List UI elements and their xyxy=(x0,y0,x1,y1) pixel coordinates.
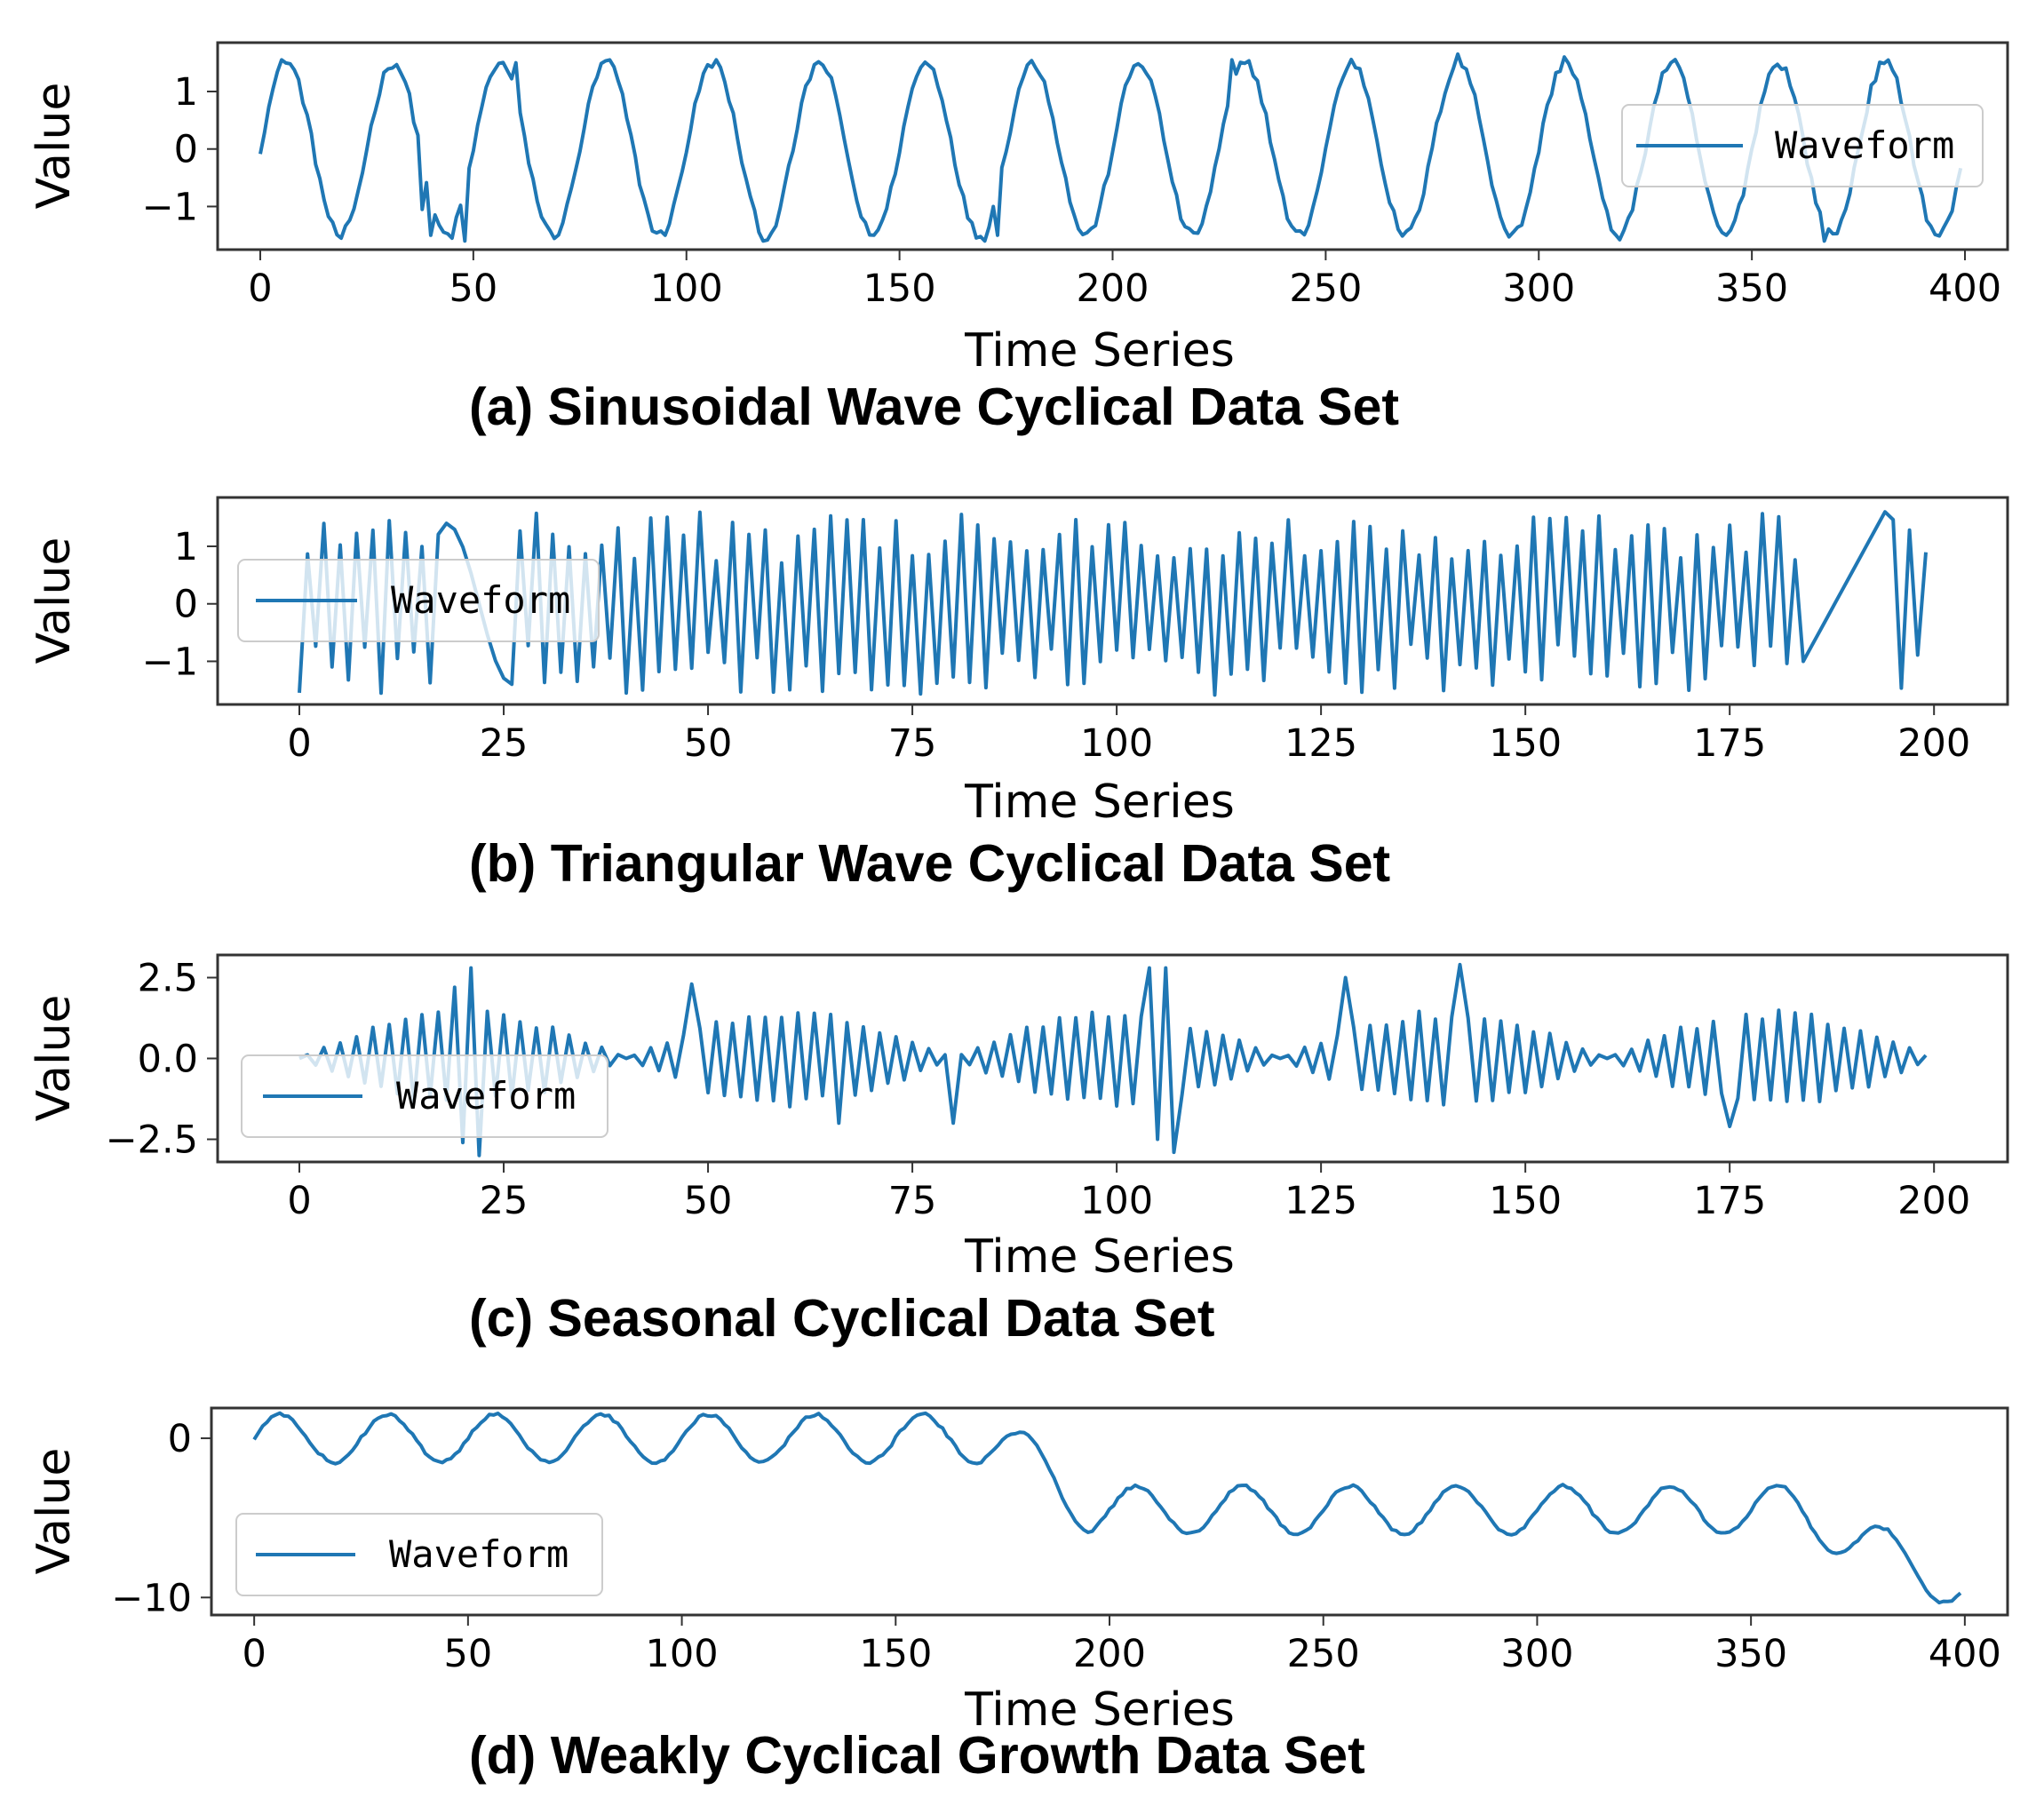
x-tick-label-d-7: 350 xyxy=(1714,1632,1787,1676)
legend-b: Waveform xyxy=(237,559,600,642)
panel-caption-a: (a) Sinusoidal Wave Cyclical Data Set xyxy=(469,378,1399,436)
y-axis-label-c: Value xyxy=(28,995,81,1122)
x-tick-label-d-8: 400 xyxy=(1929,1632,2001,1676)
y-tick-label-c-2: 2.5 xyxy=(138,956,198,1000)
plot-area-b: 0 25 50 75 100 125 150 175 200 −1 0 1 xyxy=(142,510,1970,766)
x-tick-label-b-5: 125 xyxy=(1284,721,1357,766)
legend-label-c: Waveform xyxy=(396,1074,576,1118)
x-tick-label-c-1: 25 xyxy=(480,1179,529,1223)
y-tick-label-a-1: 0 xyxy=(174,128,198,172)
y-tick-label-d-0: −10 xyxy=(111,1576,192,1620)
x-tick-label-d-5: 250 xyxy=(1287,1632,1360,1676)
plot-frame-b xyxy=(216,496,2009,706)
x-tick-label-a-3: 150 xyxy=(863,267,936,311)
y-tick-label-a-0: −1 xyxy=(142,185,198,229)
legend-box-c xyxy=(241,1054,608,1138)
panel-a: 0 50 100 150 200 250 300 350 400 −1 0 1 Value Time … xyxy=(28,41,2009,436)
y-axis-label-b: Value xyxy=(28,537,81,664)
x-tick-label-b-3: 75 xyxy=(888,721,937,766)
x-tick-label-d-6: 300 xyxy=(1500,1632,1573,1676)
legend-box-a xyxy=(1621,104,1984,187)
series-line-c-0 xyxy=(298,962,1928,1158)
x-tick-label-a-5: 250 xyxy=(1289,267,1362,311)
legend-c: Waveform xyxy=(241,1054,608,1138)
x-tick-label-d-4: 200 xyxy=(1073,1632,1146,1676)
series-line-a-0 xyxy=(258,52,1963,243)
y-tick-label-a-2: 1 xyxy=(174,70,198,115)
x-tick-label-b-7: 175 xyxy=(1693,721,1766,766)
y-tick-label-c-0: −2.5 xyxy=(106,1118,198,1163)
x-tick-label-c-3: 75 xyxy=(888,1179,937,1223)
panel-d: 0 50 100 150 200 250 300 350 400 −10 0 Value Time … xyxy=(28,1406,2009,1785)
y-tick-label-b-2: 1 xyxy=(174,525,198,569)
y-tick-label-c-1: 0.0 xyxy=(138,1038,198,1082)
x-tick-label-b-0: 0 xyxy=(287,721,311,766)
x-axis-label-d: Time Series xyxy=(964,1683,1235,1737)
x-tick-label-a-4: 200 xyxy=(1076,267,1149,311)
plot-area-d: 0 50 100 150 200 250 300 350 400 −10 0 xyxy=(111,1411,2001,1676)
panel-b: 0 25 50 75 100 125 150 175 200 −1 0 1 Value Time Se… xyxy=(28,496,2009,893)
series-line-d-0 xyxy=(252,1411,1962,1605)
x-tick-label-c-6: 150 xyxy=(1489,1179,1562,1223)
x-tick-label-a-8: 400 xyxy=(1929,267,2001,311)
legend-box-d xyxy=(235,1513,603,1596)
x-tick-label-a-2: 100 xyxy=(650,267,723,311)
x-tick-label-d-0: 0 xyxy=(242,1632,266,1676)
x-tick-label-c-5: 125 xyxy=(1284,1179,1357,1223)
x-tick-label-d-1: 50 xyxy=(443,1632,492,1676)
x-axis-label-c: Time Series xyxy=(964,1230,1235,1284)
x-tick-label-c-0: 0 xyxy=(287,1179,311,1223)
x-tick-label-a-1: 50 xyxy=(449,267,497,311)
x-tick-label-c-4: 100 xyxy=(1080,1179,1153,1223)
y-axis-label-d: Value xyxy=(28,1448,81,1575)
x-tick-label-d-2: 100 xyxy=(646,1632,719,1676)
x-tick-label-c-7: 175 xyxy=(1693,1179,1766,1223)
panel-c: 0 25 50 75 100 125 150 175 200 −2.5 0.0 2.5 Value T… xyxy=(28,953,2009,1348)
y-tick-label-d-1: 0 xyxy=(168,1417,192,1461)
x-tick-label-c-8: 200 xyxy=(1897,1179,1970,1223)
panel-caption-c: (c) Seasonal Cyclical Data Set xyxy=(469,1289,1214,1348)
x-tick-label-a-7: 350 xyxy=(1715,267,1788,311)
x-tick-label-b-1: 25 xyxy=(480,721,529,766)
x-tick-label-c-2: 50 xyxy=(684,1179,733,1223)
plot-area-a: 0 50 100 150 200 250 300 350 400 −1 0 1 xyxy=(142,52,2001,311)
plot-area-c: 0 25 50 75 100 125 150 175 200 −2.5 0.0 2.5 xyxy=(106,956,1971,1223)
x-tick-label-a-0: 0 xyxy=(248,267,272,311)
legend-label-a: Waveform xyxy=(1775,123,1954,167)
panel-caption-b: (b) Triangular Wave Cyclical Data Set xyxy=(469,834,1390,893)
legend-label-b: Waveform xyxy=(391,578,570,622)
x-axis-label-a: Time Series xyxy=(964,324,1235,378)
x-tick-label-b-6: 150 xyxy=(1489,721,1562,766)
legend-d: Waveform xyxy=(235,1513,603,1596)
y-tick-label-b-0: −1 xyxy=(142,640,198,684)
x-tick-label-b-2: 50 xyxy=(684,721,733,766)
y-axis-label-a: Value xyxy=(28,83,81,210)
x-tick-label-b-8: 200 xyxy=(1897,721,1970,766)
x-axis-label-b: Time Series xyxy=(964,776,1235,829)
legend-box-b xyxy=(237,559,600,642)
x-tick-label-a-6: 300 xyxy=(1502,267,1575,311)
legend-label-d: Waveform xyxy=(389,1532,569,1576)
legend-a: Waveform xyxy=(1621,104,1984,187)
x-tick-label-d-3: 150 xyxy=(859,1632,932,1676)
x-tick-label-b-4: 100 xyxy=(1080,721,1153,766)
panel-caption-d: (d) Weakly Cyclical Growth Data Set xyxy=(469,1726,1365,1785)
y-tick-label-b-1: 0 xyxy=(174,583,198,627)
